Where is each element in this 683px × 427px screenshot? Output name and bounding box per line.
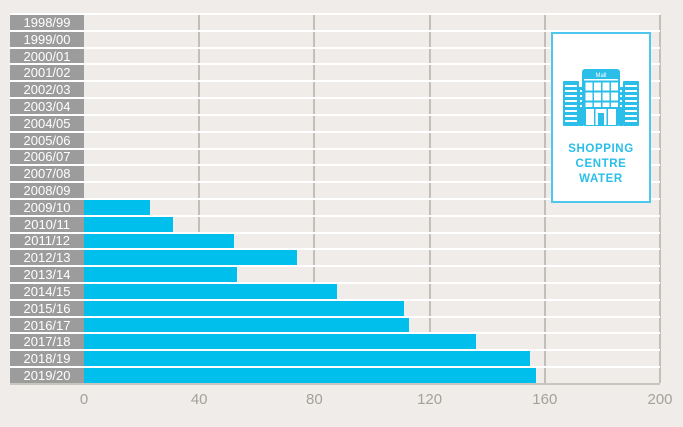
bar-track (84, 300, 660, 316)
bar-track (84, 284, 660, 299)
table-row: 2007/08 (10, 166, 660, 184)
year-label: 2011/12 (10, 233, 84, 248)
table-row: 2016/17 (10, 318, 660, 335)
table-row: 2002/03 (10, 82, 660, 100)
bar-track (84, 267, 660, 282)
bar-track (84, 334, 660, 350)
table-row: 2015/16 (10, 301, 660, 318)
table-row: 2011/12 (10, 233, 660, 251)
legend-label: SHOPPING CENTRE WATER (568, 142, 634, 187)
bar (84, 351, 531, 367)
table-row: 2005/06 (10, 133, 660, 150)
year-label: 2005/06 (10, 133, 84, 148)
table-row: 1998/99 (10, 15, 660, 32)
year-label: 2003/04 (10, 99, 84, 114)
x-tick-label: 0 (79, 391, 89, 408)
legend-card: Mall SHOPPING CENTRE WATER (551, 32, 651, 203)
x-tick-label: 120 (417, 391, 443, 408)
year-label: 2004/05 (10, 116, 84, 131)
year-label: 2012/13 (10, 250, 84, 265)
year-label: 2015/16 (10, 301, 84, 316)
bar (84, 267, 237, 282)
year-label: 2013/14 (10, 267, 84, 282)
table-row: 2012/13 (10, 250, 660, 268)
year-label: 2006/07 (10, 149, 84, 164)
bar (84, 216, 174, 232)
year-label: 2001/02 (10, 65, 84, 80)
bar (84, 250, 298, 266)
year-label: 2008/09 (10, 183, 84, 198)
table-row: 2004/05 (10, 116, 660, 133)
table-row: 2008/09 (10, 183, 660, 200)
table-row: 2018/19 (10, 351, 660, 369)
table-row: 2017/18 (10, 334, 660, 352)
year-label: 2002/03 (10, 82, 84, 97)
legend-label-line2: CENTRE (575, 158, 627, 170)
bar-track (84, 368, 660, 383)
bar (84, 368, 537, 383)
x-tick-label: 40 (190, 391, 208, 408)
year-label: 2019/20 (10, 368, 84, 383)
year-label: 1999/00 (10, 32, 84, 47)
year-label: 2018/19 (10, 351, 84, 366)
plot-area: 1998/99 1999/00 2000/01 2001/02 2002/03 2003/… (10, 13, 661, 385)
table-row: 1999/00 (10, 32, 660, 49)
bar (84, 334, 476, 350)
bar-track (84, 317, 660, 333)
table-row: 2013/14 (10, 267, 660, 284)
year-label: 2010/11 (10, 217, 84, 232)
table-row: 2003/04 (10, 99, 660, 116)
bar-track (84, 15, 660, 30)
year-label: 2007/08 (10, 166, 84, 181)
year-label: 2016/17 (10, 318, 84, 333)
table-row: 2001/02 (10, 65, 660, 83)
gridline (659, 15, 661, 383)
table-row: 2000/01 (10, 49, 660, 66)
x-tick-label: 80 (306, 391, 323, 408)
bar (84, 300, 404, 316)
bar-track (84, 216, 660, 232)
bar-track (84, 233, 660, 249)
bar (84, 317, 410, 333)
table-row: 2006/07 (10, 149, 660, 167)
bar-track (84, 351, 660, 367)
table-row: 2019/20 (10, 368, 660, 383)
year-label: 2014/15 (10, 284, 84, 299)
shopping-mall-icon: Mall (563, 69, 639, 126)
year-label: 2017/18 (10, 334, 84, 349)
x-tick-label: 160 (532, 391, 558, 408)
year-label: 2009/10 (10, 200, 84, 215)
table-row: 2009/10 (10, 200, 660, 217)
legend-label-line1: SHOPPING (568, 143, 634, 155)
year-label: 1998/99 (10, 15, 84, 30)
bar (84, 199, 151, 215)
bar (84, 233, 234, 249)
legend-label-line3: WATER (579, 173, 623, 185)
year-label: 2000/01 (10, 49, 84, 64)
table-row: 2014/15 (10, 284, 660, 301)
mall-sign-text: Mall (595, 73, 606, 79)
table-row: 2010/11 (10, 217, 660, 234)
x-tick-label: 200 (647, 391, 673, 408)
bar-track (84, 199, 660, 215)
bar-rows: 1998/99 1999/00 2000/01 2001/02 2002/03 2003/… (10, 15, 660, 383)
bar-track (84, 250, 660, 266)
bar (84, 284, 338, 299)
